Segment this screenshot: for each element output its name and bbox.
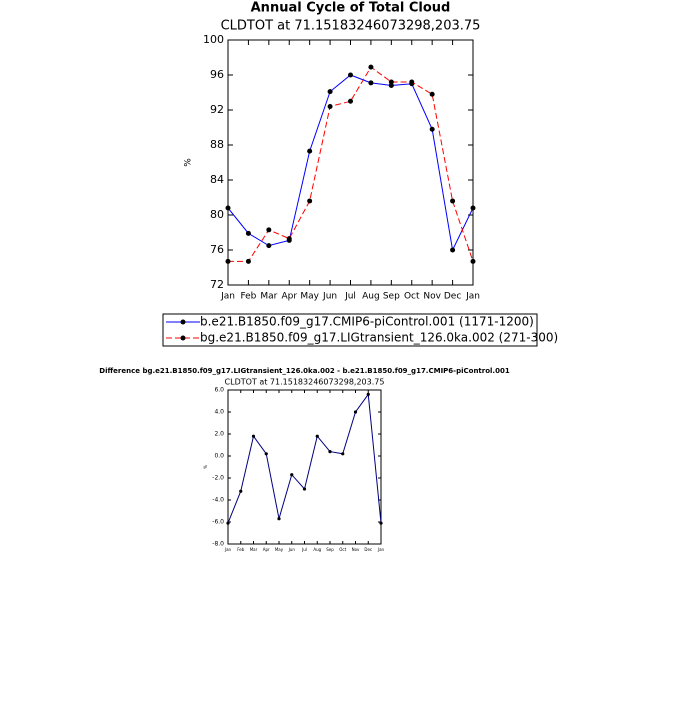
x-tick-label: Feb	[237, 547, 245, 552]
y-axis-label: %	[184, 158, 194, 167]
data-point	[328, 450, 332, 454]
data-point	[379, 521, 383, 525]
data-point	[327, 89, 333, 95]
y-tick-label: 92	[210, 103, 224, 116]
y-tick-label: 88	[210, 138, 224, 151]
x-tick-label: Jul	[344, 292, 356, 302]
data-point	[388, 79, 394, 85]
x-tick-label: Dec	[444, 292, 461, 302]
data-point	[251, 434, 256, 438]
y-tick-label: -8.0	[212, 541, 224, 548]
x-tick-label: May	[275, 547, 284, 552]
y-tick-label: -2.0	[212, 475, 224, 482]
x-tick-label: Jan	[224, 547, 232, 552]
legend-label: b.e21.B1850.f09_g17.CMIP6-piControl.001 …	[200, 315, 534, 329]
data-point	[239, 489, 243, 493]
x-tick-label: Nov	[423, 292, 441, 302]
x-tick-label: Sep	[326, 547, 334, 552]
x-tick-label: Apr	[281, 292, 297, 302]
data-point	[366, 392, 370, 396]
y-tick-label: 6.0	[214, 387, 224, 394]
data-point	[353, 410, 358, 414]
legend-marker	[180, 335, 186, 341]
x-tick-label: Jul	[301, 547, 307, 552]
y-tick-label: 84	[210, 173, 224, 186]
x-tick-label: Feb	[240, 292, 256, 302]
x-tick-label: Jan	[465, 292, 480, 302]
data-point	[470, 258, 476, 264]
data-point	[266, 227, 272, 233]
data-point	[470, 205, 476, 211]
chart-title: Difference bg.e21.B1850.f09_g17.LIGtrans…	[99, 367, 510, 375]
data-point	[245, 258, 251, 264]
y-tick-label: 80	[210, 208, 224, 221]
x-tick-label: Nov	[352, 547, 360, 552]
y-tick-label: 100	[203, 33, 224, 46]
data-point	[327, 104, 333, 109]
data-point	[264, 452, 268, 456]
y-tick-label: 2.0	[214, 431, 224, 438]
plot-frame	[227, 389, 382, 545]
series-line	[227, 393, 382, 524]
data-point	[315, 434, 319, 438]
data-point	[368, 64, 374, 70]
x-tick-label: Jan	[220, 292, 235, 302]
data-point	[225, 258, 231, 264]
x-tick-label: Oct	[339, 547, 346, 552]
y-tick-label: 96	[210, 68, 224, 81]
y-tick-label: 0.0	[214, 453, 224, 460]
chart-title: Annual Cycle of Total Cloud	[251, 1, 451, 16]
x-tick-label: Aug	[313, 547, 321, 552]
legend-box	[162, 313, 538, 347]
y-tick-label: -4.0	[212, 497, 224, 504]
legend-label: bg.e21.B1850.f09_g17.LIGtransient_126.0k…	[200, 331, 558, 345]
data-point	[286, 236, 292, 242]
data-point	[348, 72, 353, 78]
data-point	[388, 83, 394, 88]
data-point	[450, 198, 456, 204]
y-tick-label: -6.0	[212, 519, 224, 526]
data-point	[348, 98, 353, 104]
series-line	[228, 66, 474, 262]
data-point	[266, 243, 272, 249]
data-point	[368, 80, 374, 86]
x-tick-label: Dec	[364, 547, 372, 552]
x-tick-label: May	[300, 292, 319, 302]
x-tick-label: Aug	[362, 292, 380, 302]
data-point	[245, 230, 251, 236]
y-tick-label: 4.0	[214, 409, 224, 416]
y-tick-label: 72	[210, 278, 224, 291]
data-point	[429, 91, 435, 97]
data-point	[409, 79, 415, 85]
x-tick-label: Jun	[322, 292, 337, 302]
x-tick-label: Sep	[383, 292, 400, 302]
data-point	[341, 452, 345, 456]
x-tick-label: Mar	[250, 547, 258, 552]
data-point	[277, 517, 281, 521]
data-point	[307, 198, 313, 204]
x-tick-label: Apr	[263, 547, 270, 552]
y-tick-label: 76	[210, 243, 224, 256]
x-tick-label: Oct	[404, 292, 420, 302]
legend-marker	[180, 319, 186, 325]
chart-subtitle: CLDTOT at 71.15183246073298,203.75	[225, 378, 385, 387]
x-tick-label: Jan	[377, 547, 385, 552]
data-point	[226, 521, 230, 525]
data-point	[290, 473, 294, 477]
data-point	[302, 487, 307, 491]
x-tick-label: Mar	[260, 292, 277, 302]
chart-subtitle: CLDTOT at 71.15183246073298,203.75	[221, 19, 481, 34]
data-point	[450, 247, 456, 253]
data-point	[307, 148, 313, 154]
y-axis-label: %	[203, 465, 208, 469]
x-tick-label: Jun	[288, 547, 296, 552]
data-point	[225, 205, 231, 211]
data-point	[429, 126, 435, 132]
